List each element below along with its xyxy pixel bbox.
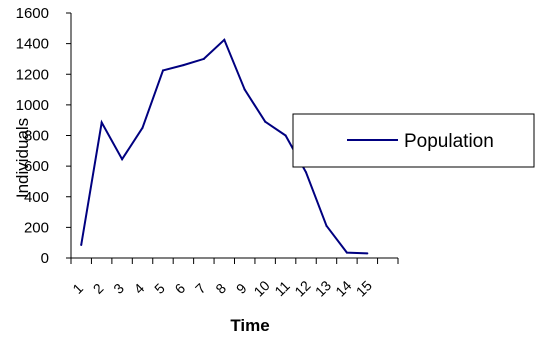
y-tick-label: 1400 <box>16 36 49 53</box>
x-tick-label: 10 <box>250 277 272 299</box>
data-point <box>366 252 369 255</box>
data-point <box>284 134 287 137</box>
data-point <box>161 69 164 72</box>
x-tick-label: 2 <box>90 280 107 297</box>
data-point <box>202 57 205 60</box>
y-tick-label: 1000 <box>16 97 49 114</box>
data-point <box>243 88 246 91</box>
x-tick-label: 5 <box>151 280 168 297</box>
x-tick-label: 9 <box>233 280 250 297</box>
data-point <box>100 121 103 124</box>
x-axis-title: Time <box>230 316 269 335</box>
y-axis-title: Individuals <box>13 118 32 198</box>
x-tick-label: 7 <box>192 280 209 297</box>
y-tick-label: 1600 <box>16 5 49 22</box>
y-axis: 0 200 400 600 800 1000 1200 1400 1600 <box>16 5 72 267</box>
legend: Population <box>292 113 535 168</box>
x-tick-label: 13 <box>312 277 334 299</box>
x-tick-label: 3 <box>110 280 127 297</box>
x-tick-label: 12 <box>291 277 313 299</box>
series-layer <box>80 38 369 255</box>
y-tick-label: 1200 <box>16 66 49 83</box>
y-tick-label: 800 <box>24 128 49 145</box>
data-point <box>141 126 144 129</box>
legend-box <box>292 113 535 168</box>
data-point <box>121 158 124 161</box>
x-tick-label: 6 <box>171 280 188 297</box>
x-tick-label: 1 <box>69 280 86 297</box>
data-point <box>345 251 348 254</box>
data-point <box>325 224 328 227</box>
y-tick-label: 400 <box>24 189 49 206</box>
data-point <box>80 243 83 246</box>
x-tick-label: 11 <box>271 278 293 300</box>
y-tick-label: 0 <box>41 250 49 267</box>
y-tick-label: 600 <box>24 158 49 175</box>
data-point <box>182 64 185 67</box>
data-point <box>305 171 308 174</box>
data-point <box>223 38 226 41</box>
data-point <box>264 120 267 123</box>
x-tick-label: 4 <box>131 280 148 297</box>
x-tick-label: 15 <box>353 277 375 299</box>
y-tick-label: 200 <box>24 219 49 236</box>
x-tick-label: 8 <box>212 280 229 297</box>
legend-label-population: Population <box>404 131 494 152</box>
x-tick-label: 14 <box>332 277 354 299</box>
